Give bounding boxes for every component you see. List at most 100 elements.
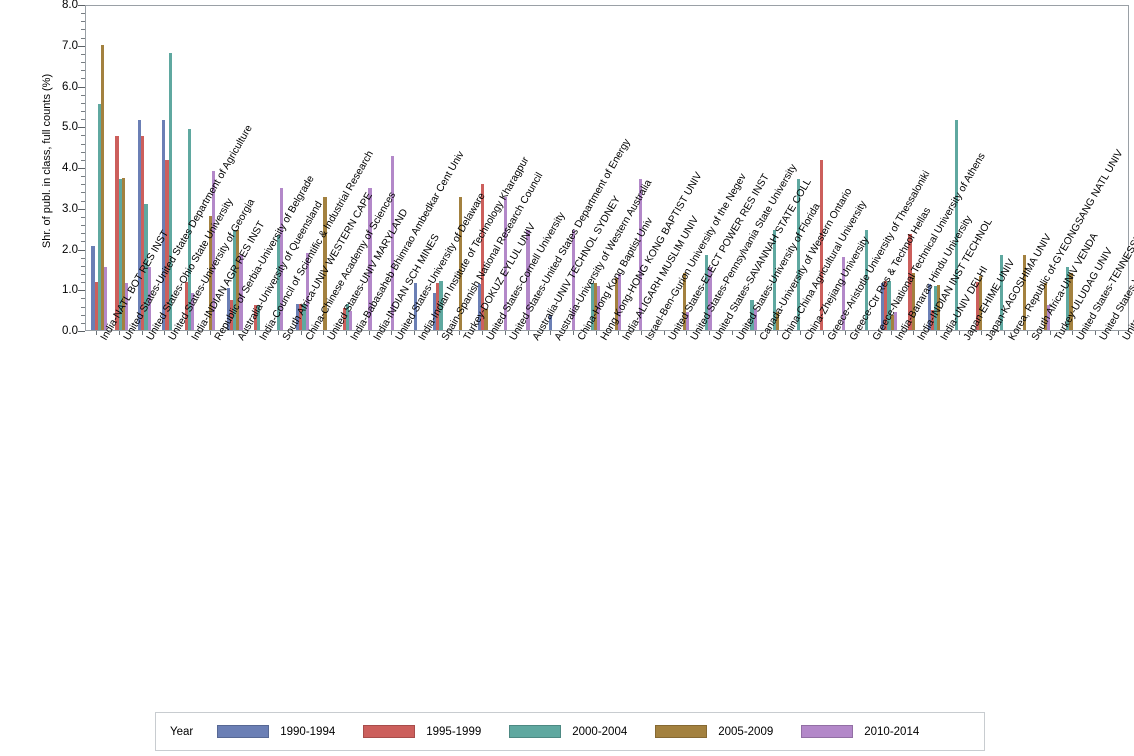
x-tick-mark — [868, 331, 869, 335]
bar — [100, 44, 105, 330]
bar — [955, 120, 959, 330]
y-tick-mark — [78, 331, 85, 332]
y-minor-tick-mark — [81, 143, 85, 145]
bar-group — [201, 6, 224, 330]
x-tick-mark — [323, 331, 325, 335]
bar-group — [1058, 6, 1081, 330]
bar — [934, 285, 938, 330]
bar — [705, 255, 709, 330]
bar — [458, 197, 462, 330]
x-tick-mark — [96, 331, 98, 335]
y-minor-tick-mark — [81, 102, 85, 104]
bar-group — [88, 6, 111, 330]
bar-group — [381, 6, 404, 330]
bar-group — [833, 6, 856, 330]
bar-group — [156, 6, 179, 330]
bar — [276, 235, 280, 330]
bar — [1046, 305, 1051, 330]
bar — [368, 187, 372, 330]
bar — [911, 272, 915, 330]
x-tick-mark — [277, 331, 279, 335]
x-tick-mark — [913, 331, 915, 335]
bar-group — [246, 6, 269, 330]
legend-label: 2000-2004 — [572, 725, 628, 738]
bar — [436, 282, 440, 330]
bar — [548, 314, 553, 330]
bar — [342, 308, 346, 330]
bar — [1069, 272, 1073, 330]
bar — [484, 308, 488, 330]
bar — [233, 230, 237, 330]
bar — [503, 197, 507, 330]
legend-item[interactable]: 1995-1999 — [363, 725, 481, 738]
bar-group — [923, 6, 946, 330]
bar — [478, 283, 482, 330]
bar — [439, 280, 443, 330]
bar — [208, 216, 213, 330]
y-minor-tick-mark — [81, 314, 85, 316]
legend-color-swatch — [363, 725, 416, 738]
bar — [708, 266, 712, 330]
x-tick-mark — [845, 331, 847, 335]
legend[interactable]: Year 1990-1994 1995-1999 2000-2004 2005-200… — [155, 712, 985, 751]
bar-series-container — [86, 6, 1128, 330]
y-minor-tick-mark — [81, 78, 85, 80]
x-tick-mark — [663, 331, 665, 335]
bar-group — [449, 6, 472, 330]
y-minor-tick-mark — [81, 273, 85, 275]
bar — [797, 178, 801, 330]
x-tick-mark — [595, 331, 597, 335]
y-minor-tick-mark — [81, 62, 85, 64]
legend-color-swatch — [801, 725, 854, 738]
x-tick-mark — [1117, 331, 1119, 335]
bar — [305, 252, 309, 330]
bar-group — [1036, 6, 1059, 330]
bar-group — [991, 6, 1014, 330]
bar — [908, 234, 912, 330]
bar — [937, 284, 941, 330]
x-tick-mark — [1072, 331, 1074, 335]
legend-item[interactable]: 1990-1994 — [217, 725, 335, 738]
bar — [391, 156, 395, 330]
bar — [1066, 266, 1070, 330]
x-tick-mark — [822, 331, 824, 335]
legend-color-swatch — [655, 725, 708, 738]
x-tick-mark — [232, 331, 234, 335]
x-tick-mark — [618, 331, 620, 335]
bar — [594, 282, 598, 330]
bar — [413, 283, 417, 330]
bar — [323, 197, 327, 330]
bar-group — [133, 6, 156, 330]
legend-item[interactable]: 2005-2009 — [655, 725, 773, 738]
legend-item[interactable]: 2000-2004 — [509, 725, 627, 738]
bar — [481, 184, 485, 330]
bar-group — [314, 6, 337, 330]
bar-group — [111, 6, 134, 330]
y-minor-tick-mark — [81, 159, 85, 161]
x-tick-mark — [731, 331, 733, 335]
bar — [615, 277, 619, 330]
bar — [884, 280, 888, 330]
legend-item[interactable]: 2010-2014 — [801, 725, 919, 738]
bar — [1043, 282, 1047, 330]
x-tick-mark — [119, 331, 121, 335]
legend-label: 1990-1994 — [280, 725, 336, 738]
x-tick-mark — [164, 331, 166, 335]
bar — [94, 282, 98, 330]
bar — [91, 246, 95, 330]
bar — [239, 255, 243, 330]
y-minor-tick-mark — [81, 135, 85, 137]
bar-group — [223, 6, 246, 330]
x-tick-mark — [391, 331, 393, 335]
x-tick-mark — [641, 331, 643, 335]
y-tick-label: 5.0 — [62, 121, 78, 134]
y-tick-label: 1.0 — [62, 284, 78, 297]
bar-group — [742, 6, 765, 330]
bar — [121, 178, 126, 330]
x-tick-mark — [686, 331, 688, 335]
y-minor-tick-mark — [81, 282, 85, 284]
x-tick-mark — [572, 331, 574, 335]
bar — [1000, 255, 1004, 330]
y-minor-tick-mark — [81, 70, 85, 72]
